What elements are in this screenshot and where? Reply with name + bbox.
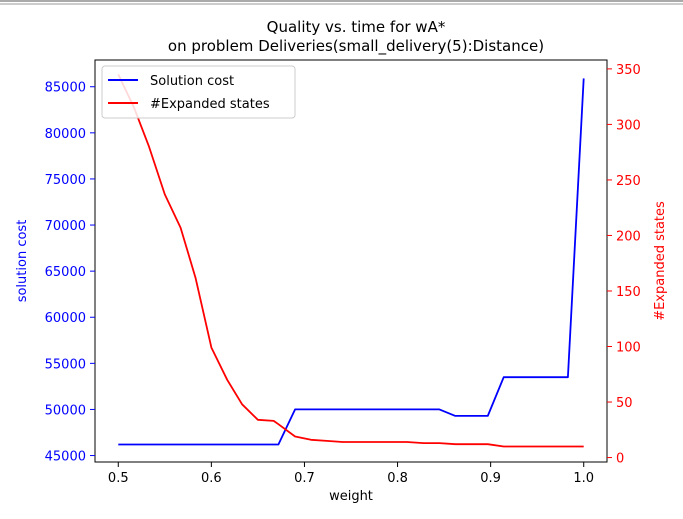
x-tick-label: 0.8 (387, 471, 408, 486)
y-axis-label-left: solution cost (15, 220, 30, 303)
x-tick-label: 0.5 (108, 471, 129, 486)
legend: Solution cost #Expanded states (101, 65, 296, 119)
series-line-expanded-states (117, 74, 584, 448)
legend-label-solution-cost: Solution cost (150, 74, 234, 89)
y-axis-left: 45000 50000 55000 60000 65000 70000 75000 80000… (45, 81, 95, 465)
legend-box (101, 65, 296, 119)
y-right-tick-label: 350 (616, 63, 641, 78)
y-right-tick-label: 0 (616, 452, 624, 467)
y-right-tick-label: 50 (616, 396, 633, 411)
y-left-tick-label: 50000 (45, 403, 86, 418)
y-left-tick-label: 60000 (45, 311, 86, 326)
y-right-tick-label: 100 (616, 341, 641, 356)
y-left-tick-label: 55000 (45, 357, 86, 372)
series-line-solution-cost (118, 78, 585, 446)
plot-frame (94, 59, 608, 463)
x-tick-label: 0.7 (294, 471, 315, 486)
x-tick-label: 0.9 (480, 471, 501, 486)
y-left-tick-label: 80000 (45, 127, 86, 142)
y-left-tick-label: 45000 (45, 450, 86, 465)
x-tick-label: 1.0 (573, 471, 594, 486)
y-axis-right: 0 50 100 150 200 250 300 350 (607, 63, 641, 467)
x-axis: 0.5 0.6 0.7 0.8 0.9 1.0 (108, 462, 594, 486)
y-axis-label-right: #Expanded states (653, 201, 668, 321)
y-left-tick-label: 75000 (45, 173, 86, 188)
x-axis-label: weight (329, 489, 373, 504)
chart-title-line1: Quality vs. time for wA* (267, 18, 446, 36)
chart-title-line2: on problem Deliveries(small_delivery(5):… (168, 37, 544, 56)
x-tick-label: 0.6 (201, 471, 222, 486)
legend-label-expanded-states: #Expanded states (150, 97, 270, 112)
y-left-tick-label: 65000 (45, 265, 86, 280)
y-right-tick-label: 150 (616, 285, 641, 300)
y-right-tick-label: 200 (616, 229, 641, 244)
y-right-tick-label: 250 (616, 174, 641, 189)
y-left-tick-label: 70000 (45, 219, 86, 234)
plot-area (117, 74, 585, 448)
y-right-tick-label: 300 (616, 118, 641, 133)
y-left-tick-label: 85000 (45, 81, 86, 96)
